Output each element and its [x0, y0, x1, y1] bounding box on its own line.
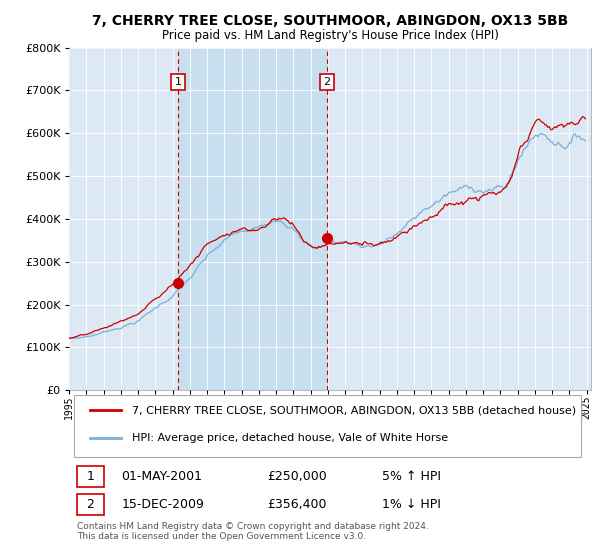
FancyBboxPatch shape: [77, 493, 104, 515]
Text: 2: 2: [323, 77, 331, 87]
Text: 7, CHERRY TREE CLOSE, SOUTHMOOR, ABINGDON, OX13 5BB (detached house): 7, CHERRY TREE CLOSE, SOUTHMOOR, ABINGDO…: [131, 405, 576, 415]
Text: Contains HM Land Registry data © Crown copyright and database right 2024.
This d: Contains HM Land Registry data © Crown c…: [77, 521, 428, 541]
Text: 15-DEC-2009: 15-DEC-2009: [121, 498, 204, 511]
Text: 1: 1: [175, 77, 182, 87]
Text: HPI: Average price, detached house, Vale of White Horse: HPI: Average price, detached house, Vale…: [131, 433, 448, 444]
Text: 2: 2: [86, 498, 94, 511]
Text: 7, CHERRY TREE CLOSE, SOUTHMOOR, ABINGDON, OX13 5BB: 7, CHERRY TREE CLOSE, SOUTHMOOR, ABINGDO…: [92, 14, 568, 28]
Text: £356,400: £356,400: [268, 498, 327, 511]
Text: Price paid vs. HM Land Registry's House Price Index (HPI): Price paid vs. HM Land Registry's House …: [161, 29, 499, 42]
Text: 5% ↑ HPI: 5% ↑ HPI: [382, 470, 441, 483]
Text: £250,000: £250,000: [268, 470, 327, 483]
FancyBboxPatch shape: [77, 466, 104, 487]
FancyBboxPatch shape: [74, 395, 581, 458]
Bar: [178, 48, 327, 390]
Text: 1% ↓ HPI: 1% ↓ HPI: [382, 498, 441, 511]
Text: 01-MAY-2001: 01-MAY-2001: [121, 470, 202, 483]
Text: 1: 1: [86, 470, 94, 483]
